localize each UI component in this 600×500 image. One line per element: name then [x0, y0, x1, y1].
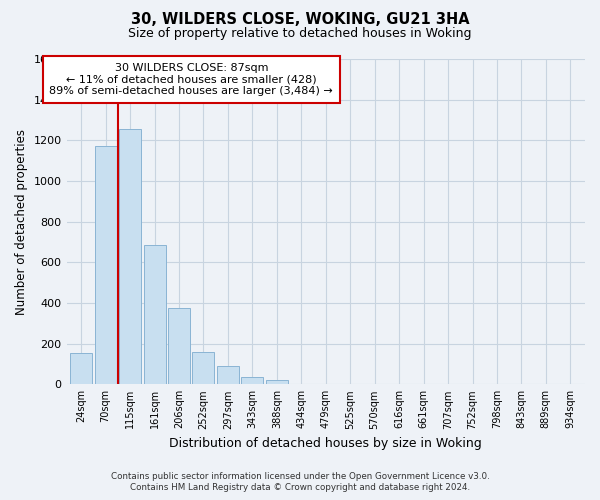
Text: 30 WILDERS CLOSE: 87sqm
← 11% of detached houses are smaller (428)
89% of semi-d: 30 WILDERS CLOSE: 87sqm ← 11% of detache…	[49, 63, 333, 96]
Bar	[168, 308, 190, 384]
Bar	[266, 380, 288, 384]
Bar	[217, 366, 239, 384]
Text: Contains HM Land Registry data © Crown copyright and database right 2024.: Contains HM Land Registry data © Crown c…	[130, 484, 470, 492]
Y-axis label: Number of detached properties: Number of detached properties	[15, 128, 28, 314]
Bar	[143, 245, 166, 384]
Bar	[70, 354, 92, 384]
Text: Contains public sector information licensed under the Open Government Licence v3: Contains public sector information licen…	[110, 472, 490, 481]
Text: Size of property relative to detached houses in Woking: Size of property relative to detached ho…	[128, 28, 472, 40]
Bar	[241, 377, 263, 384]
X-axis label: Distribution of detached houses by size in Woking: Distribution of detached houses by size …	[169, 437, 482, 450]
Bar	[119, 129, 141, 384]
Bar	[95, 146, 116, 384]
Bar	[193, 352, 214, 384]
Text: 30, WILDERS CLOSE, WOKING, GU21 3HA: 30, WILDERS CLOSE, WOKING, GU21 3HA	[131, 12, 469, 28]
